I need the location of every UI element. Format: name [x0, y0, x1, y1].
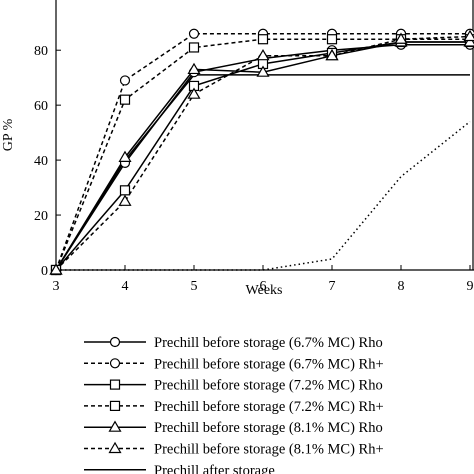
- legend-label-6: Prechill before storage (8.1% MC) Rh+: [154, 442, 384, 458]
- x-tick-label: 6: [260, 279, 267, 294]
- x-ticks: 3 4 5 6 7 8 9: [53, 265, 474, 294]
- legend-label-7: Prechill after storage: [154, 463, 275, 474]
- y-ticks: 0 20 40 60 80: [34, 44, 61, 279]
- data-point-6-5: [325, 49, 339, 61]
- data-point-5-4: [256, 65, 270, 77]
- data-point-2-2: [119, 75, 131, 86]
- y-tick-label: 0: [41, 264, 48, 279]
- legend-label-4: Prechill before storage (7.2% MC) Rh+: [154, 399, 384, 415]
- data-point-4-2: [119, 94, 131, 105]
- data-point-6-4: [256, 49, 270, 61]
- legend-label-1: Prechill before storage (6.7% MC) Rho: [154, 335, 383, 351]
- legend: Prechill before storage (6.7% MC) Rho Pre…: [84, 335, 384, 474]
- data-point-6-2: [118, 194, 132, 206]
- legend-marker-1: [109, 336, 121, 348]
- data-point-6-6: [394, 32, 408, 44]
- x-axis-label: Weeks: [246, 283, 283, 298]
- data-point-6-3: [187, 87, 201, 99]
- series-line-8: [56, 121, 471, 271]
- plot-area: 3 4 5 6 7 8 9 0 20 40 60 80: [34, 0, 474, 294]
- y-axis-label: GP %: [1, 118, 16, 151]
- x-tick-label: 8: [398, 279, 405, 294]
- series-markers: [49, 28, 474, 276]
- legend-marker-2: [109, 358, 121, 369]
- data-point-5-2: [118, 150, 132, 162]
- y-tick-label: 80: [34, 44, 48, 59]
- legend-marker-6: [108, 441, 122, 454]
- legend-label-5: Prechill before storage (8.1% MC) Rho: [154, 420, 383, 436]
- legend-label-2: Prechill before storage (6.7% MC) Rh+: [154, 356, 384, 372]
- data-point-4-3: [188, 42, 200, 53]
- x-tick-label: 3: [53, 279, 60, 294]
- series-line-1: [55, 43, 470, 271]
- x-tick-label: 7: [329, 279, 336, 294]
- legend-marker-3: [109, 379, 121, 390]
- data-point-6-7: [463, 29, 474, 42]
- data-point-4-4: [257, 34, 269, 45]
- x-tick-label: 4: [122, 279, 129, 294]
- data-point-5-7: [463, 35, 474, 47]
- x-tick-label: 9: [467, 279, 474, 294]
- data-point-5-3: [187, 62, 201, 75]
- data-point-4-5: [326, 34, 338, 45]
- data-point-2-3: [188, 28, 200, 39]
- series-line-7: [55, 74, 470, 271]
- y-tick-label: 20: [34, 209, 48, 224]
- data-point-6-1: [49, 263, 63, 275]
- legend-marker-5: [108, 420, 122, 432]
- y-tick-label: 40: [34, 154, 48, 169]
- legend-label-3: Prechill before storage (7.2% MC) Rho: [154, 378, 383, 394]
- data-point-3-2: [119, 185, 131, 196]
- y-tick-label: 60: [34, 99, 48, 114]
- x-tick-label: 5: [191, 279, 198, 294]
- legend-marker-4: [109, 400, 121, 411]
